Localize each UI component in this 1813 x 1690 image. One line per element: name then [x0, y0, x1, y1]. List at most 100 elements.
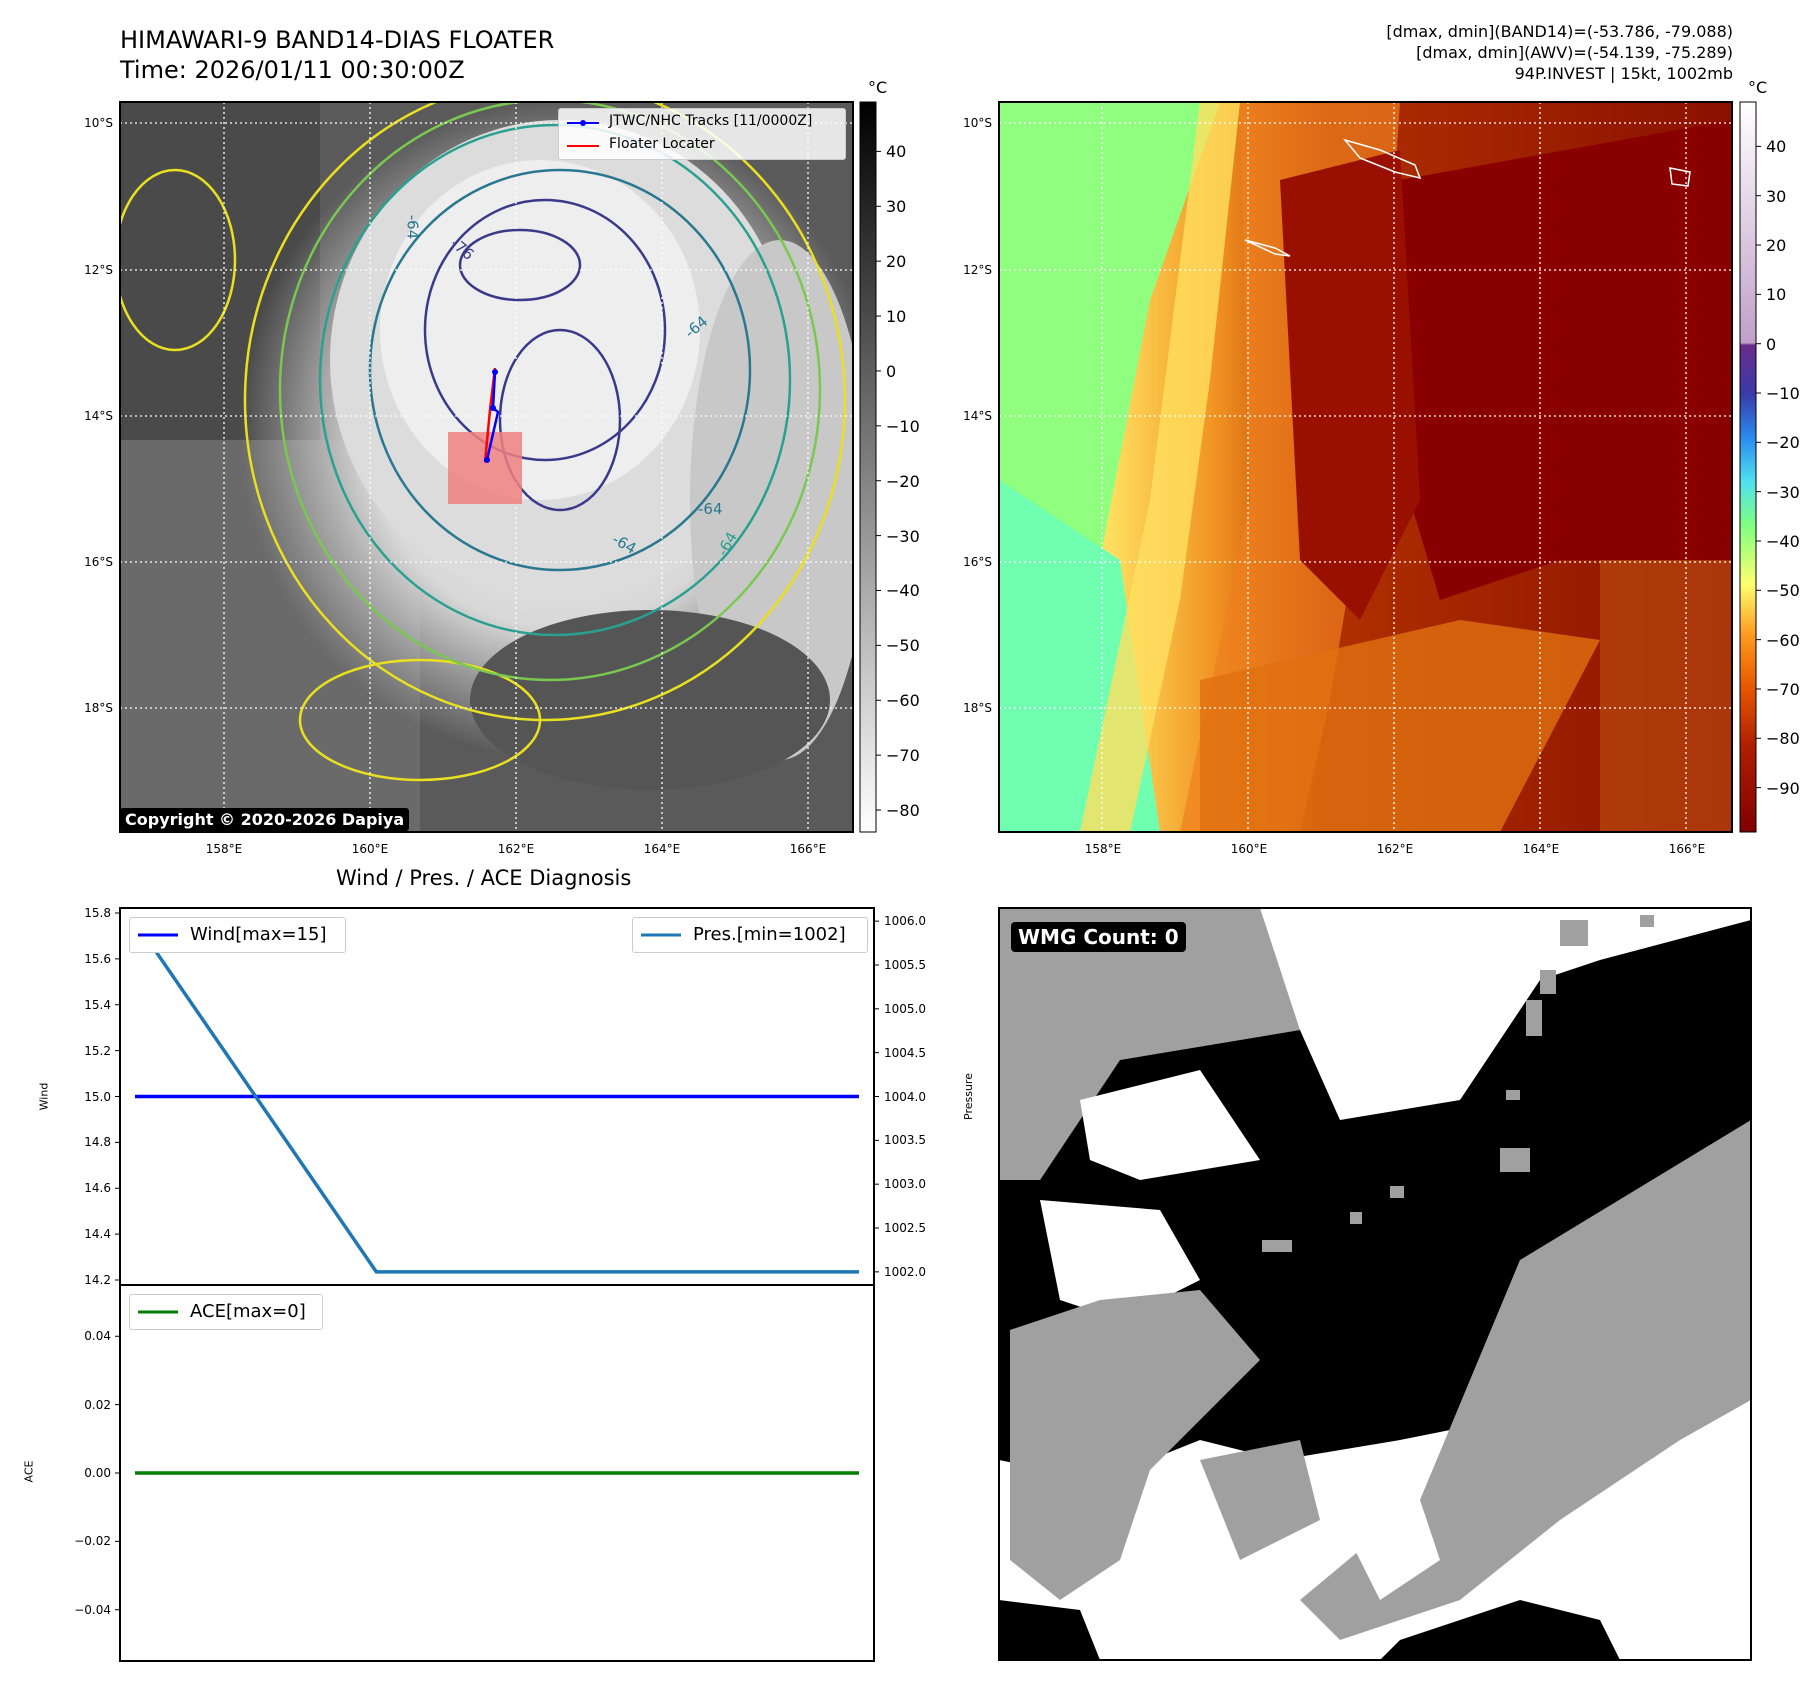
wmg-count-label: WMG Count: 0 — [1011, 922, 1186, 952]
awv-lat-label: 14°S — [963, 409, 992, 423]
ir-satellite-map — [120, 102, 853, 832]
awv-lat-label: 16°S — [963, 555, 992, 569]
awv-colorbar-ticks — [1756, 145, 1761, 789]
wind-legend: Wind[max=15] — [129, 917, 346, 953]
awv-range: [dmax, dmin](AWV)=(-54.139, -75.289) — [1416, 43, 1733, 62]
pressure-axis-label: Pressure — [961, 1073, 975, 1120]
jtwc-track-line — [485, 371, 500, 461]
pressure-tick-label: 1002.5 — [884, 1221, 926, 1235]
pressure-tick-label: 1005.0 — [884, 1001, 926, 1016]
colorbar-tick-label: −20 — [886, 471, 920, 491]
contour-label: -64 — [403, 214, 422, 240]
colorbar-tick-label: 0 — [1766, 334, 1777, 354]
colorbar-tick-label: −80 — [886, 801, 920, 821]
wind-tick-label: 15.4 — [84, 997, 111, 1012]
colorbar-tick-label: −70 — [886, 746, 920, 766]
colorbar-tick-label: −40 — [886, 581, 920, 601]
wind-tick-label: 15.6 — [84, 951, 111, 966]
main-title: HIMAWARI-9 BAND14-DIAS FLOATER — [120, 26, 555, 54]
awv-lat-label: 10°S — [963, 116, 992, 130]
wind-axis-label: Wind — [37, 1082, 51, 1111]
colorbar-tick-label: −10 — [886, 416, 920, 436]
ace-tick-label: 0.00 — [84, 1466, 111, 1480]
wind-tick-label: 14.6 — [84, 1181, 111, 1196]
colorbar-tick-label: −80 — [1766, 729, 1800, 749]
pressure-tick-label: 1005.5 — [884, 957, 926, 972]
diagnosis-chart — [115, 907, 879, 1662]
awv-lon-label: 158°E — [1084, 842, 1122, 856]
pressure-tick-label: 1003.5 — [884, 1133, 926, 1148]
awv-colorbar — [1739, 101, 1757, 833]
ir-lon-label: 166°E — [789, 842, 827, 856]
ir-colorbar-unit: °C — [868, 78, 888, 97]
ir-lat-label: 18°S — [84, 701, 113, 715]
awv-lon-label: 166°E — [1668, 842, 1706, 856]
wind-tick-label: 15.2 — [84, 1043, 111, 1058]
ir-lon-label: 164°E — [643, 842, 681, 856]
wind-tick-label: 15.0 — [84, 1089, 111, 1104]
wind-tick-label: 14.2 — [84, 1273, 111, 1287]
legend-pres-label: Pres.[min=1002] — [693, 924, 846, 945]
ir-colorbar — [859, 101, 877, 833]
legend-locater-label: Floater Locater — [609, 136, 715, 152]
colorbar-tick-label: 40 — [886, 142, 907, 162]
colorbar-tick-label: −30 — [886, 526, 920, 546]
ace-legend: ACE[max=0] — [129, 1294, 323, 1330]
awv-map-frame — [998, 101, 1733, 833]
copyright-label: Copyright © 2020-2026 Dapiya — [120, 808, 410, 831]
pressure-series-line — [133, 920, 859, 1274]
awv-lat-label: 12°S — [963, 263, 992, 277]
colorbar-tick-label: 20 — [1766, 236, 1787, 256]
wmg-panel — [998, 907, 1752, 1661]
colorbar-tick-label: 0 — [886, 361, 897, 381]
ir-lat-label: 10°S — [84, 116, 113, 130]
ir-lon-label: 158°E — [205, 842, 243, 856]
pressure-tick-label: 1006.0 — [884, 914, 926, 929]
ace-tick-label: −0.04 — [74, 1602, 111, 1617]
awv-lon-label: 162°E — [1376, 842, 1414, 856]
colorbar-tick-label: −60 — [1766, 630, 1800, 650]
legend-ace-label: ACE[max=0] — [190, 1301, 306, 1322]
ace-axis-label: ACE — [22, 1460, 36, 1483]
ir-lat-label: 12°S — [84, 263, 113, 277]
ir-lon-label: 162°E — [497, 842, 535, 856]
ir-lon-label: 160°E — [351, 842, 389, 856]
awv-gridlines — [999, 102, 1732, 832]
wind-tick-label: 14.8 — [84, 1135, 111, 1150]
awv-colorbar-unit: °C — [1748, 78, 1768, 97]
legend-wind-label: Wind[max=15] — [190, 924, 327, 945]
colorbar-tick-label: 30 — [886, 197, 907, 217]
colorbar-tick-label: 10 — [1766, 285, 1787, 305]
ace-tick-label: −0.02 — [74, 1534, 111, 1549]
legend-track-label: JTWC/NHC Tracks [11/0000Z] — [609, 113, 813, 129]
pressure-tick-label: 1004.5 — [884, 1045, 926, 1060]
awv-map — [999, 102, 1732, 832]
pressure-tick-label: 1004.0 — [884, 1089, 926, 1104]
awv-lat-label: 18°S — [963, 701, 992, 715]
ir-lat-label: 14°S — [84, 409, 113, 423]
wind-tick-label: 14.4 — [84, 1227, 111, 1242]
ace-tick-label: 0.02 — [84, 1397, 111, 1412]
colorbar-tick-label: 20 — [886, 252, 907, 272]
island-coastline — [1342, 138, 1422, 180]
wmg-frame — [998, 907, 1752, 1661]
colorbar-tick-label: −20 — [1766, 433, 1800, 453]
ir-colorbar-ticks — [876, 150, 881, 811]
colorbar-tick-label: 10 — [886, 307, 907, 327]
ir-legend: JTWC/NHC Tracks [11/0000Z] Floater Locat… — [558, 108, 846, 160]
contour-label: -64 — [698, 500, 723, 518]
pressure-legend: Pres.[min=1002] — [632, 917, 868, 953]
awv-lon-label: 164°E — [1522, 842, 1560, 856]
band14-range: [dmax, dmin](BAND14)=(-53.786, -79.088) — [1386, 22, 1733, 41]
colorbar-tick-label: −40 — [1766, 531, 1800, 551]
colorbar-tick-label: −60 — [886, 691, 920, 711]
pressure-tick-label: 1003.0 — [884, 1177, 926, 1192]
colorbar-tick-label: −10 — [1766, 384, 1800, 403]
diagnosis-title: Wind / Pres. / ACE Diagnosis — [336, 866, 632, 890]
ir-lat-label: 16°S — [84, 555, 113, 569]
awv-lon-label: 160°E — [1230, 842, 1268, 856]
colorbar-tick-label: −30 — [1766, 482, 1800, 502]
ir-map-frame — [119, 101, 854, 833]
colorbar-tick-label: 40 — [1766, 137, 1787, 157]
